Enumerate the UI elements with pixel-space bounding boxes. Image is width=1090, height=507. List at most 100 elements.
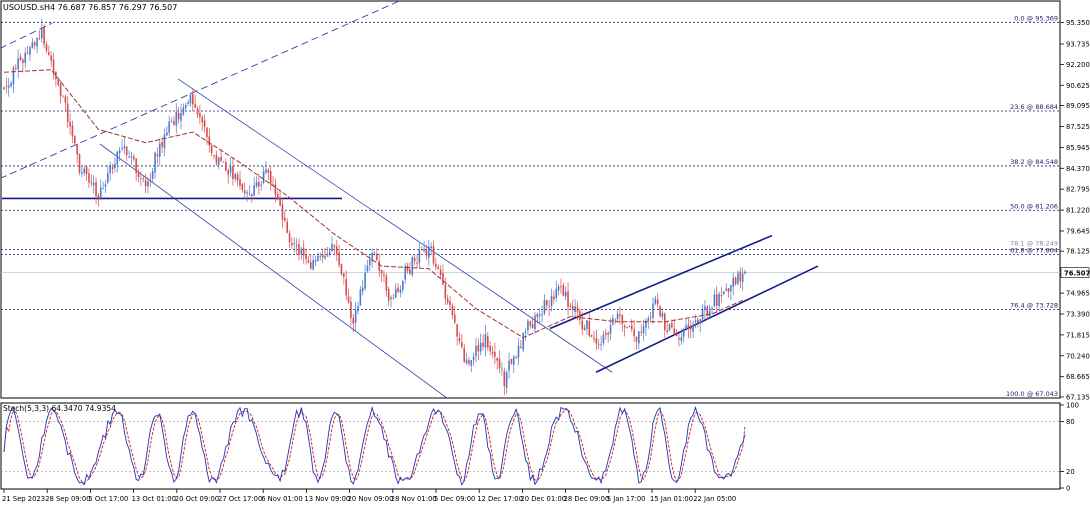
- candle-body: [302, 247, 305, 256]
- y-tick-label: 78.125: [1066, 248, 1090, 256]
- candle-body: [583, 327, 586, 331]
- candle-body: [90, 182, 93, 184]
- dashed-trend-line: [1, 1, 401, 179]
- candle-body: [81, 172, 83, 175]
- candle-body: [265, 169, 267, 173]
- candle-body: [668, 324, 671, 331]
- candle-body: [74, 135, 76, 144]
- x-tick-label: 28 Sep 09:00: [45, 495, 90, 503]
- candle-body: [173, 121, 175, 126]
- candle-body: [706, 306, 709, 315]
- candle-body: [215, 155, 218, 164]
- candle-body: [569, 305, 572, 307]
- candle-body: [432, 245, 435, 264]
- candle-body: [458, 337, 461, 342]
- candle-body: [654, 298, 657, 305]
- candle-body: [590, 335, 593, 337]
- candle-body: [571, 306, 574, 311]
- candle-body: [345, 278, 347, 296]
- candle-body: [501, 369, 503, 371]
- candle-body: [635, 336, 638, 342]
- candle-body: [675, 334, 678, 337]
- y-tick-label: 82.795: [1066, 186, 1090, 194]
- candle-body: [239, 179, 241, 186]
- candle-body: [31, 42, 34, 48]
- candle-body: [40, 27, 43, 39]
- current-price-tag: [1060, 267, 1090, 278]
- candle-body: [461, 342, 463, 347]
- candle-body: [730, 285, 732, 292]
- ascending-channel-upper: [549, 234, 773, 330]
- candle-body: [522, 332, 524, 350]
- candle-body: [350, 301, 352, 319]
- fib-label: 38.2 @ 84.548: [1010, 158, 1058, 166]
- candle-body: [383, 274, 385, 276]
- candle-body: [203, 120, 206, 127]
- candle-body: [182, 107, 185, 115]
- candle-body: [62, 96, 64, 98]
- candle-body: [142, 178, 145, 180]
- x-tick-label: 20 Nov 09:00: [348, 495, 394, 503]
- candle-body: [156, 154, 159, 157]
- y-tick-label: 67.135: [1066, 394, 1090, 402]
- candle-body: [479, 342, 482, 352]
- candle-body: [692, 324, 694, 332]
- x-tick-label: 20 Dec 01:00: [520, 495, 566, 503]
- candle-body: [541, 313, 543, 316]
- candle-body: [258, 182, 260, 187]
- candle-body: [465, 359, 468, 364]
- candle-body: [236, 174, 239, 181]
- candle-body: [597, 343, 600, 345]
- candle-body: [548, 306, 550, 308]
- candle-body: [208, 136, 211, 146]
- fib-label: 100.0 @ 67.043: [1006, 390, 1058, 398]
- candle-body: [411, 257, 414, 275]
- candle-body: [437, 266, 440, 270]
- candle-body: [225, 162, 227, 171]
- candle-body: [562, 285, 565, 296]
- candle-body: [536, 313, 539, 318]
- candle-body: [727, 288, 730, 293]
- channel-lower-line: [99, 143, 448, 398]
- candle-body: [121, 148, 123, 150]
- candle-body: [529, 321, 532, 326]
- candle-body: [168, 121, 170, 133]
- candle-body: [602, 334, 605, 344]
- candle-body: [310, 262, 312, 269]
- candle-body: [567, 291, 569, 308]
- fib-label: 61.8 @ 77.864: [1010, 247, 1058, 255]
- candle-body: [201, 117, 204, 123]
- candle-body: [99, 187, 102, 199]
- candle-body: [246, 192, 248, 194]
- candle-body: [439, 269, 442, 276]
- candle-body: [531, 324, 534, 329]
- candle-body: [685, 325, 687, 329]
- candle-body: [15, 68, 17, 70]
- candle-body: [229, 166, 232, 173]
- candle-body: [343, 273, 345, 278]
- x-tick-label: 5 Jan 17:00: [607, 495, 646, 503]
- candle-body: [324, 255, 326, 259]
- candle-body: [48, 52, 50, 56]
- candle-body: [470, 359, 473, 366]
- y-tick-label: 71.815: [1066, 331, 1090, 339]
- candle-body: [255, 182, 258, 187]
- candle-body: [352, 317, 355, 324]
- candle-body: [154, 152, 156, 173]
- candle-body: [83, 168, 86, 174]
- stoch-tick-label: 100: [1066, 402, 1079, 410]
- candle-body: [305, 253, 307, 260]
- x-tick-label: 27 Oct 17:00: [218, 495, 262, 503]
- candle-body: [284, 217, 286, 222]
- candle-body: [359, 289, 362, 306]
- candle-body: [689, 327, 692, 330]
- y-tick-label: 81.220: [1066, 207, 1090, 215]
- candles: [3, 18, 746, 395]
- candle-body: [472, 356, 475, 360]
- candle-body: [725, 288, 727, 291]
- candle-body: [133, 156, 135, 160]
- candle-body: [517, 345, 520, 358]
- candle-body: [177, 112, 180, 120]
- candle-body: [546, 299, 548, 306]
- candle-body: [494, 351, 496, 357]
